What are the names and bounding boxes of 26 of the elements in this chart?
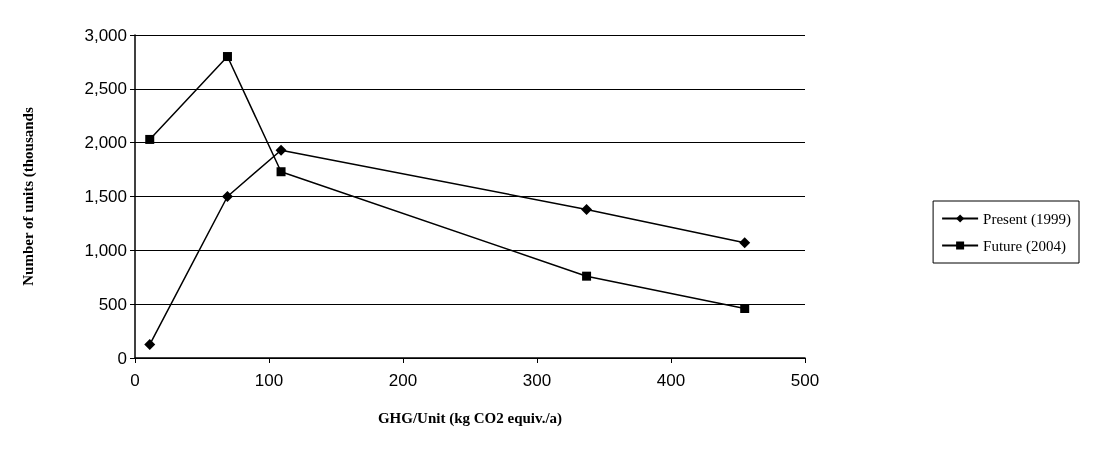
point — [582, 271, 592, 281]
y-tick-label: 2,500 — [84, 79, 127, 99]
point — [145, 134, 155, 144]
point — [222, 52, 232, 62]
y-tick-label: 500 — [98, 294, 127, 314]
legend-label: Future (2004) — [983, 237, 1067, 255]
point — [276, 167, 286, 177]
x-axis-title: GHG/Unit (kg CO2 equiv./a) — [377, 409, 563, 427]
legend-label: Present (1999) — [983, 210, 1072, 228]
y-tick-label: 3,000 — [84, 25, 127, 45]
y-tick-label: 1,500 — [84, 187, 127, 206]
x-tick-label: 200 — [388, 371, 418, 390]
y-tick-label: 1,000 — [84, 240, 127, 260]
x-tick-label: 300 — [522, 371, 552, 390]
y-tick-label: 0 — [117, 348, 127, 368]
point — [221, 191, 233, 202]
x-tick-label: 400 — [656, 371, 686, 390]
y-axis-title: Number of units (thousands — [19, 107, 37, 286]
point — [275, 144, 287, 156]
y-tick-label: 2,000 — [84, 133, 127, 153]
point — [144, 339, 156, 351]
point — [581, 203, 593, 215]
x-tick-label: 0 — [130, 371, 140, 390]
x-tick-label: 500 — [790, 371, 820, 390]
point — [739, 237, 751, 249]
x-tick-label: 100 — [254, 371, 284, 390]
